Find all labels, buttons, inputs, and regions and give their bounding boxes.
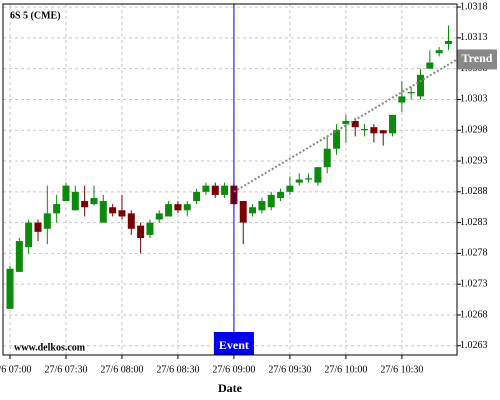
candle-body	[109, 207, 117, 214]
x-tick-label: 27/6 09:00	[212, 364, 255, 375]
candle-body	[99, 201, 107, 223]
x-tick-label: 27/6 10:30	[380, 364, 423, 375]
plot-frame	[2, 3, 458, 356]
candle-body	[90, 197, 98, 205]
candle-body	[183, 204, 191, 211]
x-tick-label: 27/6 08:00	[100, 364, 143, 375]
candle-body	[314, 167, 322, 183]
x-tick-label: 27/6 07:00	[0, 364, 32, 375]
candle-body	[295, 179, 303, 183]
x-tick-label: 27/6 08:30	[156, 364, 199, 375]
x-tick-label: 27/6 09:30	[268, 364, 311, 375]
candle-body	[333, 130, 341, 149]
candle-body	[221, 185, 229, 195]
candle-body	[323, 148, 331, 168]
candle-body	[342, 121, 350, 125]
y-tick-label: 1.0283	[460, 217, 488, 228]
candle-body	[174, 204, 182, 211]
x-tick-label: 27/6 07:30	[44, 364, 87, 375]
candle-body	[277, 191, 285, 198]
candle-body	[6, 268, 14, 309]
trend-line	[233, 58, 458, 193]
y-tick-label: 1.0293	[460, 155, 488, 166]
candle-body	[81, 201, 89, 208]
candle-body	[53, 204, 61, 214]
y-tick-label: 1.0318	[460, 1, 488, 12]
y-tick-label: 1.0298	[460, 125, 488, 136]
candle-body	[286, 185, 294, 192]
candle-body	[202, 185, 210, 192]
trend-box	[457, 49, 497, 70]
candle-body	[15, 241, 23, 272]
candle-body	[146, 222, 154, 235]
candle-body	[426, 62, 434, 69]
candle-body	[211, 185, 219, 195]
candle-body	[267, 194, 275, 208]
y-tick-label: 1.0303	[460, 94, 488, 105]
candle-body	[361, 129, 369, 131]
candle-body	[445, 40, 453, 45]
y-tick-label: 1.0288	[460, 186, 488, 197]
chart-title: 6S 5 (CME)	[10, 10, 61, 21]
y-tick-label: 1.0263	[460, 340, 488, 351]
watermark: www.delkos.com	[14, 342, 86, 353]
candle-body	[258, 201, 266, 211]
y-tick-label: 1.0268	[460, 309, 488, 320]
candle-body	[435, 50, 443, 54]
event-box	[213, 332, 254, 355]
event-label: Event	[219, 338, 249, 352]
x-tick-label: 27/6 10:00	[324, 364, 367, 375]
candle-body	[305, 178, 313, 180]
candle-body	[398, 96, 406, 103]
candle-body	[62, 185, 70, 202]
candle-body	[137, 225, 145, 238]
x-axis-label: Date	[218, 381, 243, 395]
y-tick-label: 1.0273	[460, 278, 488, 289]
candle-body	[118, 210, 126, 217]
trend-label: Trend	[462, 51, 493, 65]
candle-body	[43, 213, 51, 229]
candle-body	[165, 204, 173, 217]
candle-body	[407, 92, 415, 94]
candle-body	[417, 74, 425, 97]
candle-body	[25, 222, 33, 248]
y-tick-label: 1.0278	[460, 248, 488, 259]
candle-body	[71, 191, 79, 211]
candle-body	[34, 222, 42, 232]
candle-body	[249, 207, 257, 214]
y-tick-label: 1.0313	[460, 32, 488, 43]
candle-body	[127, 213, 135, 229]
candle-body	[193, 191, 201, 202]
candle-body	[239, 201, 247, 223]
candle-body	[155, 213, 163, 220]
candle-body	[379, 130, 387, 134]
candle-body	[389, 114, 397, 134]
candle-body	[370, 127, 378, 134]
candle-body	[351, 121, 359, 128]
